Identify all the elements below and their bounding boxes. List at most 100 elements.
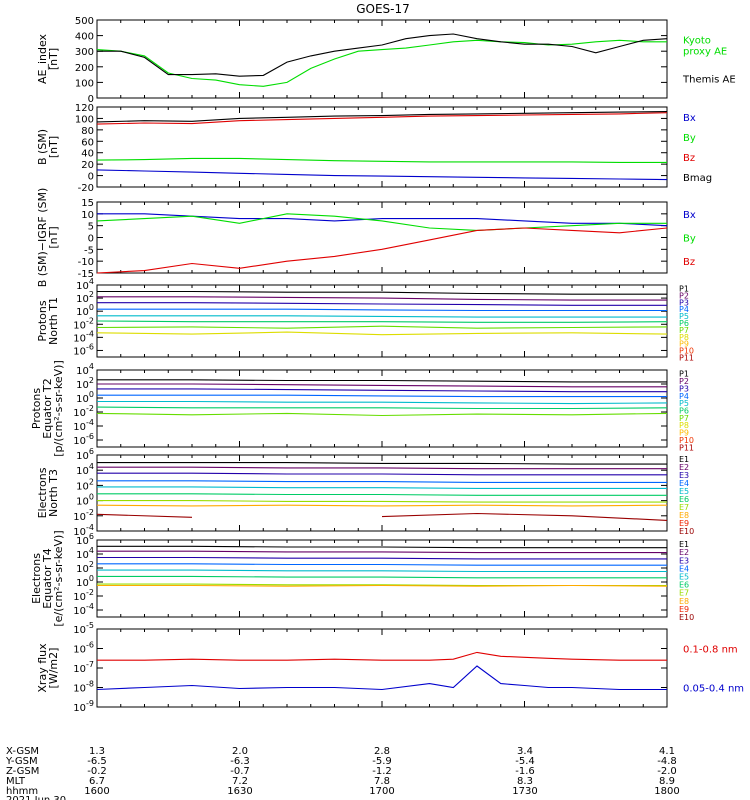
- legend-entry: Bmag: [683, 173, 712, 184]
- footer-value: 1700: [369, 786, 394, 797]
- footer-value: 1.3: [89, 746, 105, 757]
- panel-frame: [96, 201, 668, 274]
- y-tick-label: 10-7: [73, 660, 94, 675]
- legend-entry: Themis AE: [682, 75, 736, 86]
- legend-entry: P4: [679, 305, 689, 314]
- legend-entry: P8: [679, 333, 689, 342]
- legend-entry: P7: [679, 414, 689, 423]
- series-line-e7: [97, 500, 667, 503]
- y-tick-label: 300: [75, 47, 94, 58]
- footer-value: -4.8: [657, 756, 677, 767]
- footer-value: -1.6: [515, 766, 535, 777]
- y-axis-label: B (SM)−IGRF (SM)[nT]: [36, 188, 60, 288]
- y-tick-label: -5: [84, 245, 94, 256]
- series-line-bx: [96, 169, 668, 181]
- y-tick-label: 400: [75, 32, 94, 43]
- footer-row-label: MLT: [6, 776, 26, 787]
- legend-entry: E9: [679, 519, 689, 528]
- panel-frame: [96, 284, 668, 358]
- series-line-p8: [96, 331, 668, 336]
- footer-value: -0.2: [87, 766, 107, 777]
- footer-value: 1630: [227, 786, 252, 797]
- legend-entry: P6: [679, 319, 689, 328]
- legend-entry: P5: [679, 399, 689, 408]
- y-tick-label: 10-4: [73, 418, 94, 433]
- series-line-kyoto-proxy-ae: [96, 39, 667, 87]
- y-tick-label: 10-2: [73, 404, 94, 419]
- footer-row-label: Z-GSM: [6, 766, 39, 777]
- footer-date: 2021 Jun 30: [6, 795, 66, 800]
- footer-value: 2.0: [232, 746, 248, 757]
- series-line-p4: [97, 308, 667, 312]
- footer-value: 3.4: [517, 746, 533, 757]
- y-tick-label: 10-2: [73, 508, 94, 523]
- y-tick-label: 80: [81, 126, 94, 137]
- footer-row-label: X-GSM: [6, 746, 39, 757]
- legend-entry: P10: [679, 436, 694, 445]
- legend-entry: E2: [679, 463, 689, 472]
- legend-entry: E5: [679, 487, 689, 496]
- y-axis-label: B (SM)[nT]: [36, 129, 60, 165]
- y-axis-label: AE_index[nT]: [36, 33, 60, 84]
- series-line-p4: [97, 394, 667, 398]
- legend-entry: P11: [679, 443, 694, 452]
- series-line-e1: [97, 545, 667, 549]
- y-tick-label: 120: [75, 103, 94, 114]
- legend-entry: P8: [679, 421, 689, 430]
- footer-row-label: Y-GSM: [5, 756, 38, 767]
- series-line-bx: [97, 213, 668, 227]
- series-line-e4: [97, 563, 667, 566]
- y-tick-label: 0: [88, 94, 94, 105]
- footer-row-label: hhmm: [6, 786, 38, 797]
- legend-entry: E8: [679, 511, 689, 520]
- footer-value: -5.9: [372, 756, 392, 767]
- legend-entry: E7: [679, 503, 689, 512]
- y-tick-label: 100: [76, 390, 94, 405]
- series-line-p2: [97, 383, 667, 388]
- y-tick-label: 0: [88, 172, 94, 183]
- series-line-by: [96, 157, 667, 163]
- y-tick-label: -10: [78, 257, 94, 268]
- legend-entry: E6: [679, 495, 689, 504]
- series-line-p6: [96, 406, 668, 410]
- y-tick-label: 100: [75, 114, 94, 125]
- series-line-e10: [96, 512, 668, 521]
- series-line-by: [96, 213, 667, 231]
- legend-entry: P9: [679, 340, 689, 349]
- series-line-e6: [97, 575, 667, 579]
- y-tick-label: 500: [75, 16, 94, 27]
- y-tick-label: 10-9: [73, 699, 94, 714]
- legend-entry: E1: [679, 455, 689, 464]
- y-tick-label: 60: [81, 137, 94, 148]
- legend-entry: Bz: [683, 153, 695, 164]
- legend-entry: E5: [679, 572, 689, 581]
- y-tick-label: 10-4: [73, 602, 94, 617]
- y-tick-label: 100: [76, 493, 94, 508]
- footer-value: 6.7: [89, 776, 105, 787]
- series-line-bz: [96, 227, 668, 274]
- y-tick-label: 15: [81, 198, 94, 209]
- y-tick-label: 102: [76, 477, 94, 492]
- y-tick-label: 10-2: [73, 588, 94, 603]
- y-tick-label: 10-6: [73, 641, 94, 656]
- footer-value: 2.8: [374, 746, 390, 757]
- series-line-p7: [96, 325, 668, 329]
- legend-entry: P10: [679, 347, 694, 356]
- legend-entry: By: [683, 133, 696, 144]
- footer-value: -2.0: [657, 766, 677, 777]
- y-tick-label: 102: [76, 560, 94, 575]
- series-line-p6: [96, 320, 668, 323]
- legend-entry: Bx: [683, 210, 696, 221]
- series-line-p1: [97, 379, 667, 383]
- footer-value: -0.7: [230, 766, 250, 777]
- legend-entry: E3: [679, 471, 689, 480]
- panel-frame: [96, 628, 668, 708]
- y-tick-label: 5: [88, 222, 94, 233]
- panel-frame: [96, 454, 668, 532]
- y-tick-label: 102: [76, 376, 94, 391]
- series-line-e1: [97, 462, 667, 465]
- y-tick-label: 10-5: [73, 621, 94, 636]
